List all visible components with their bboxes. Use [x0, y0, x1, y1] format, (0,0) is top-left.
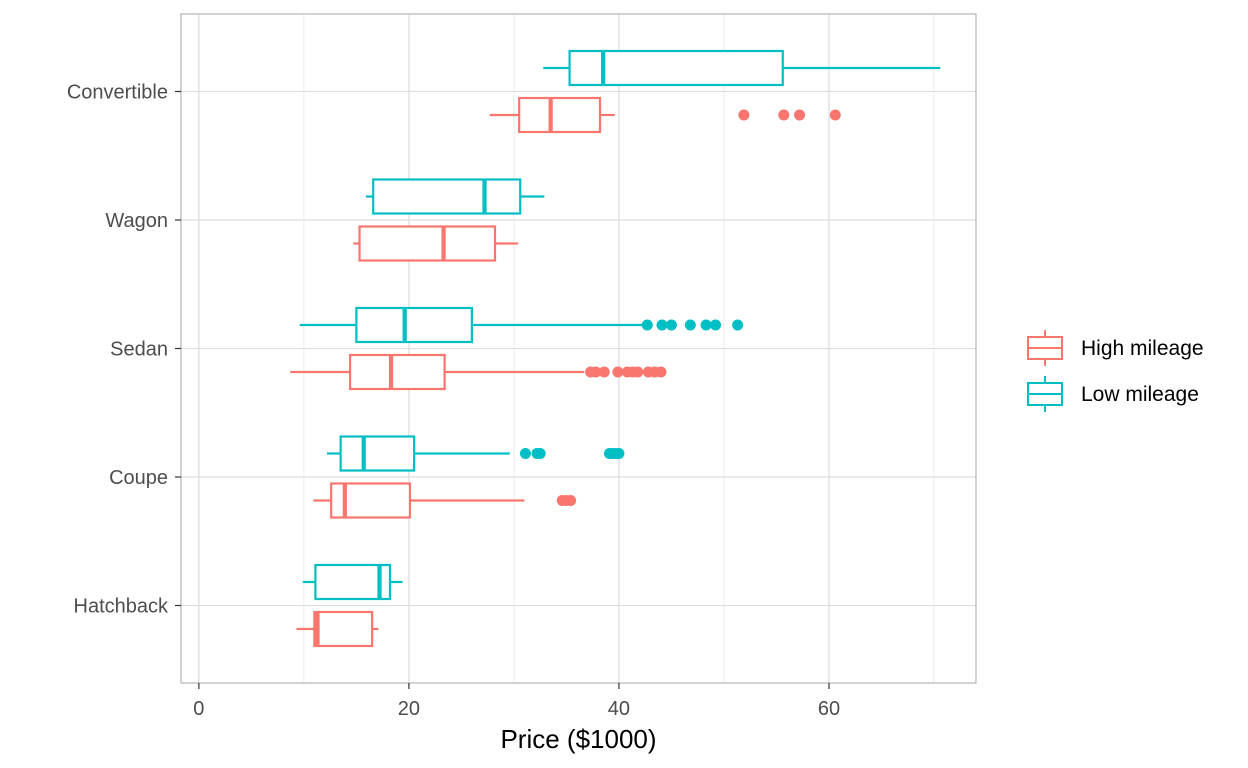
outlier-point: [665, 319, 677, 331]
axes: 0 20 40 60 Convertible Wagon Sedan Coupe Hatchba…: [67, 82, 840, 721]
outlier-point: [710, 319, 722, 331]
outlier-point: [590, 366, 602, 378]
outlier-point: [534, 448, 546, 459]
y-tick-label: Wagon: [105, 210, 168, 232]
outlier-point: [656, 319, 668, 331]
outlier-point: [519, 448, 531, 459]
outlier-point: [612, 366, 624, 378]
box-convertible: [518, 96, 602, 134]
outlier-point: [655, 366, 667, 378]
outlier-point: [732, 319, 744, 331]
legend-item-low-mileage: Low mileage: [1027, 376, 1199, 412]
y-tick-label: Convertible: [67, 82, 168, 104]
box-sedan: [348, 353, 446, 391]
outlier-point: [613, 448, 625, 459]
x-axis-title: Price ($1000): [500, 724, 656, 754]
y-tick-label: Hatchback: [74, 596, 169, 618]
box-elements: [290, 49, 941, 648]
legend-item-high-mileage: High mileage: [1027, 330, 1204, 366]
legend: High mileage Low mileage: [1027, 330, 1204, 412]
box-coupe: [339, 435, 416, 472]
grid-lines: [181, 14, 976, 683]
outlier-point: [641, 319, 653, 331]
box-wagon: [372, 178, 522, 215]
x-tick-label: 0: [193, 698, 204, 720]
outlier-point: [565, 495, 577, 506]
x-tick-label: 60: [818, 698, 840, 720]
y-tick-label: Sedan: [110, 339, 168, 361]
box-wagon: [358, 225, 497, 262]
x-tick-label: 20: [398, 698, 420, 720]
legend-label: High mileage: [1081, 337, 1204, 360]
outlier-point: [632, 366, 644, 378]
outlier-point: [829, 109, 841, 121]
outlier-point: [778, 109, 790, 121]
legend-label: Low mileage: [1081, 383, 1199, 406]
outlier-point: [738, 109, 750, 121]
box-sedan: [355, 306, 474, 344]
outlier-point: [598, 366, 610, 378]
outlier-point: [684, 319, 696, 331]
x-tick-label: 40: [608, 698, 630, 720]
outlier-point: [700, 319, 712, 331]
outlier-point: [794, 109, 806, 121]
box-hatchback: [313, 610, 374, 648]
y-tick-label: Coupe: [109, 467, 168, 489]
